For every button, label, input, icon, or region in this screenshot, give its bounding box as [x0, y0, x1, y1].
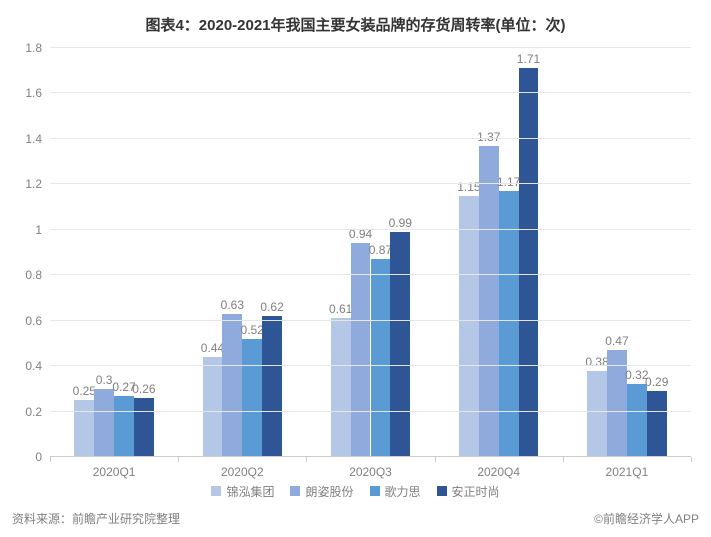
chart-container: 图表4：2020-2021年我国主要女装品牌的存货周转率(单位：次) 0.250… [0, 0, 711, 537]
bar: 0.62 [262, 316, 282, 457]
bar: 0.94 [351, 243, 371, 457]
bar: 0.63 [222, 314, 242, 457]
bar-value-label: 0.29 [645, 375, 668, 391]
legend: 锦泓集团 朗姿股份 歌力思 安正时尚 [0, 483, 711, 502]
bar-value-label: 1.71 [517, 52, 540, 68]
bar-value-label: 0.52 [241, 323, 264, 339]
bar-value-label: 0.61 [329, 302, 352, 318]
legend-item: 歌力思 [370, 483, 421, 500]
legend-item: 安正时尚 [437, 483, 500, 500]
y-tick-label: 0.4 [25, 359, 50, 373]
gridline [50, 274, 691, 275]
bar: 0.44 [203, 357, 223, 457]
bar: 0.26 [134, 398, 154, 457]
bar-value-label: 0.3 [96, 373, 113, 389]
bar: 1.17 [499, 191, 519, 457]
bar: 0.47 [607, 350, 627, 457]
bar-value-label: 0.94 [349, 227, 372, 243]
x-tick-label: 2020Q4 [477, 457, 520, 479]
bar-value-label: 0.26 [132, 382, 155, 398]
legend-swatch [211, 486, 221, 496]
gridline [50, 365, 691, 366]
bar-value-label: 0.44 [201, 341, 224, 357]
gridline [50, 183, 691, 184]
source-text: 资料来源：前瞻产业研究院整理 [12, 510, 180, 527]
y-tick-label: 0.2 [25, 405, 50, 419]
x-tick-mark [691, 457, 692, 462]
x-tick-mark [563, 457, 564, 462]
bar: 0.3 [94, 389, 114, 457]
x-tick-mark [50, 457, 51, 462]
x-tick-mark [306, 457, 307, 462]
legend-swatch [370, 486, 380, 496]
legend-item: 锦泓集团 [211, 483, 274, 500]
y-tick-label: 1.4 [25, 132, 50, 146]
legend-item: 朗姿股份 [290, 483, 353, 500]
bar: 0.32 [627, 384, 647, 457]
y-tick-label: 1 [35, 223, 50, 237]
y-tick-label: 1.2 [25, 177, 50, 191]
gridline [50, 47, 691, 48]
x-tick-mark [435, 457, 436, 462]
x-tick-mark [178, 457, 179, 462]
bar: 1.71 [519, 68, 539, 457]
x-tick-label: 2020Q2 [221, 457, 264, 479]
bar: 0.38 [587, 371, 607, 457]
legend-label: 朗姿股份 [305, 483, 353, 500]
legend-label: 锦泓集团 [226, 483, 274, 500]
chart-title: 图表4：2020-2021年我国主要女装品牌的存货周转率(单位：次) [0, 0, 711, 35]
bar: 0.61 [331, 318, 351, 457]
gridline [50, 229, 691, 230]
bar-value-label: 1.15 [457, 180, 480, 196]
bar-value-label: 0.47 [605, 334, 628, 350]
gridline [50, 92, 691, 93]
bar: 1.15 [459, 196, 479, 457]
bar: 0.87 [371, 259, 391, 457]
legend-label: 安正时尚 [452, 483, 500, 500]
bar-value-label: 0.87 [369, 243, 392, 259]
bar: 0.52 [242, 339, 262, 457]
legend-label: 歌力思 [385, 483, 421, 500]
bar-value-label: 0.62 [260, 300, 283, 316]
bar: 0.25 [74, 400, 94, 457]
x-tick-label: 2021Q1 [606, 457, 649, 479]
watermark-text: ©前瞻经济学人APP [594, 510, 699, 527]
y-tick-label: 1.8 [25, 41, 50, 55]
y-tick-label: 0 [35, 450, 50, 464]
bar: 0.27 [114, 396, 134, 457]
bar: 0.99 [390, 232, 410, 457]
bar-value-label: 0.38 [585, 355, 608, 371]
gridline [50, 411, 691, 412]
legend-swatch [437, 486, 447, 496]
bars-layer: 0.250.30.270.260.440.630.520.620.610.940… [50, 48, 691, 457]
bar-value-label: 0.63 [221, 298, 244, 314]
bar-value-label: 0.25 [73, 384, 96, 400]
legend-swatch [290, 486, 300, 496]
x-tick-label: 2020Q3 [349, 457, 392, 479]
gridline [50, 320, 691, 321]
x-tick-label: 2020Q1 [93, 457, 136, 479]
plot-area: 0.250.30.270.260.440.630.520.620.610.940… [50, 48, 691, 457]
gridline [50, 138, 691, 139]
y-tick-label: 1.6 [25, 86, 50, 100]
y-tick-label: 0.6 [25, 314, 50, 328]
bar: 0.29 [647, 391, 667, 457]
y-tick-label: 0.8 [25, 268, 50, 282]
